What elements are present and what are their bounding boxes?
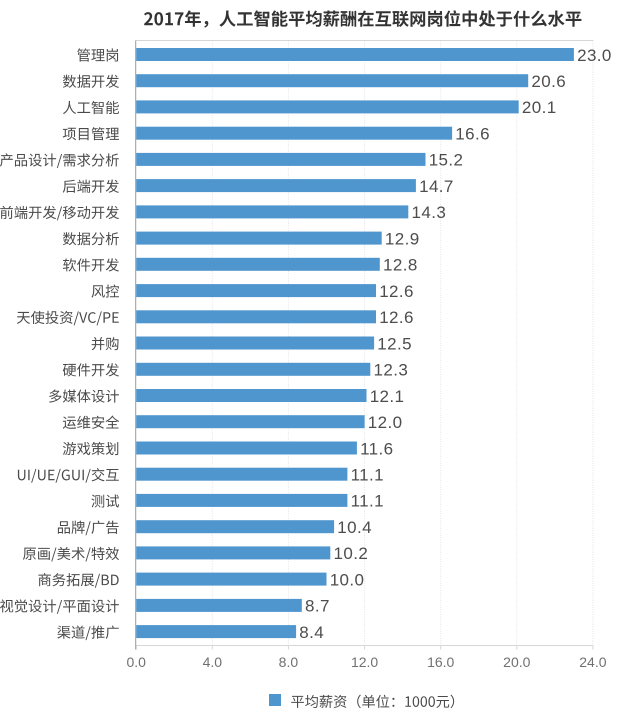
svg-text:14.7: 14.7 xyxy=(419,177,454,196)
svg-text:12.5: 12.5 xyxy=(377,334,412,353)
svg-text:23.0: 23.0 xyxy=(577,46,612,65)
svg-text:20.1: 20.1 xyxy=(522,98,557,117)
svg-text:12.0: 12.0 xyxy=(351,654,378,670)
svg-text:20.6: 20.6 xyxy=(531,72,566,91)
svg-text:4.0: 4.0 xyxy=(203,654,223,670)
svg-text:11.1: 11.1 xyxy=(351,492,384,511)
svg-text:16.0: 16.0 xyxy=(427,654,454,670)
svg-text:11.6: 11.6 xyxy=(360,439,393,458)
svg-text:16.6: 16.6 xyxy=(455,125,490,144)
svg-text:15.2: 15.2 xyxy=(429,151,464,170)
svg-text:12.6: 12.6 xyxy=(379,308,414,327)
svg-text:8.4: 8.4 xyxy=(299,623,324,642)
svg-text:11.1: 11.1 xyxy=(351,466,384,485)
svg-text:14.3: 14.3 xyxy=(412,203,447,222)
svg-text:0.0: 0.0 xyxy=(126,654,146,670)
svg-text:10.2: 10.2 xyxy=(334,544,369,563)
svg-text:12.6: 12.6 xyxy=(379,282,414,301)
svg-text:12.3: 12.3 xyxy=(374,361,409,380)
svg-text:10.4: 10.4 xyxy=(337,518,372,537)
svg-text:12.9: 12.9 xyxy=(385,229,420,248)
svg-text:8.7: 8.7 xyxy=(305,597,330,616)
svg-text:12.1: 12.1 xyxy=(370,387,405,406)
svg-text:20.0: 20.0 xyxy=(503,654,530,670)
svg-text:10.0: 10.0 xyxy=(330,570,365,589)
svg-text:8.0: 8.0 xyxy=(279,654,299,670)
svg-text:12.8: 12.8 xyxy=(383,256,418,275)
svg-text:12.0: 12.0 xyxy=(368,413,403,432)
svg-text:24.0: 24.0 xyxy=(579,654,606,670)
